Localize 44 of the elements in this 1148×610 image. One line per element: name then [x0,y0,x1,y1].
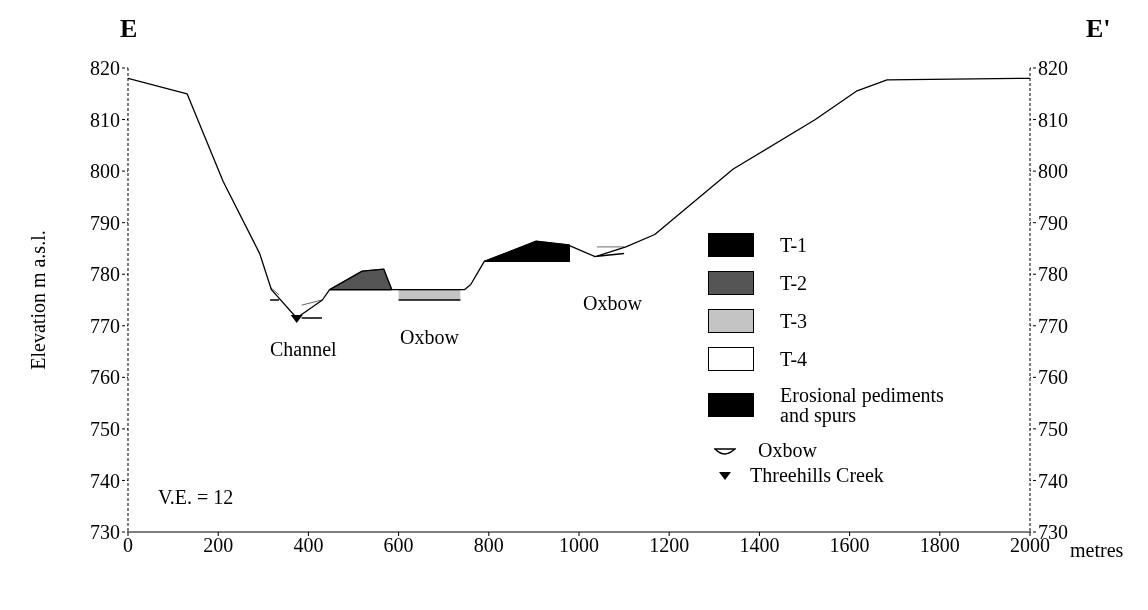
legend-label: Threehills Creek [750,464,884,487]
text: E [120,14,138,44]
y2-tick-label: 760 [1038,366,1068,389]
x-tick-label: 400 [293,534,324,557]
y2-tick-label: 740 [1038,469,1068,492]
legend-label: T-1 [780,234,809,256]
annotation: Oxbow [583,292,642,315]
legend-label: Erosional pediments and spurs [780,384,945,426]
y2-tick-label: 800 [1038,160,1068,183]
y2-tick-label: 780 [1038,263,1068,286]
legend-label: T-4 [780,348,809,370]
y-tick-label: 770 [90,314,120,337]
x-tick-label: 0 [123,534,133,557]
annotation: Channel [270,338,337,361]
y2-tick-label: 810 [1038,108,1068,131]
x-tick-label: 1600 [829,534,870,557]
y-tick-label: 790 [90,211,120,234]
x-tick-label: 200 [203,534,234,557]
x-tick-label: 1000 [559,534,599,557]
y-tick-label: 820 [90,57,120,80]
annotation: Oxbow [400,326,459,349]
y-tick-label: 780 [90,263,120,286]
y2-tick-label: 820 [1038,57,1068,80]
y2-tick-label: 750 [1038,417,1068,440]
legend-label: T-2 [780,272,809,294]
y2-tick-label: 770 [1038,314,1068,337]
y-tick-label: 740 [90,469,120,492]
y2-tick-label: 790 [1038,211,1068,234]
x-tick-label: 1400 [739,534,780,557]
x-axis-title: metres [1070,539,1124,562]
y-axis-title: Elevation m a.s.l. [27,230,50,370]
text: E' [1086,14,1111,44]
legend-label: T-3 [780,310,809,332]
x-tick-label: 1800 [919,534,960,557]
y-tick-label: 800 [90,160,120,183]
y-tick-label: 810 [90,108,120,131]
x-tick-label: 600 [383,534,414,557]
x-tick-label: 1200 [649,534,690,557]
y-tick-label: 730 [90,521,120,544]
annotation: Oxbow [758,439,817,462]
y-tick-label: 750 [90,417,120,440]
x-tick-label: 800 [473,534,504,557]
y-tick-label: 760 [90,366,120,389]
annotation: V.E. = 12 [158,486,234,509]
